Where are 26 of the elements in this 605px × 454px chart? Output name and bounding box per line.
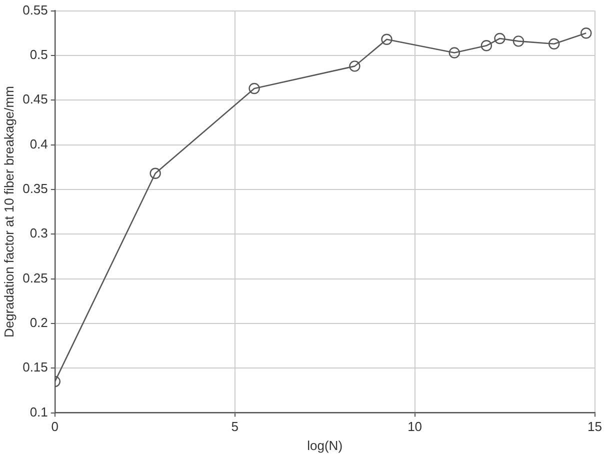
x-tick-label: 10 [408, 419, 422, 434]
point [548, 38, 560, 50]
y-axis-title: Degradation factor at 10 fiber breakage/mm [1, 86, 16, 338]
y-tick-label: 0.5 [30, 47, 48, 62]
x-tick-label: 0 [51, 419, 59, 434]
point [381, 34, 392, 45]
point [480, 40, 492, 52]
y-tick-label: 0.3 [30, 226, 48, 241]
point [512, 36, 524, 47]
y-tick-label: 0.55 [22, 2, 48, 18]
x-tick-label: 15 [588, 419, 602, 434]
point [248, 82, 260, 94]
y-tick-label: 0.25 [22, 270, 48, 286]
y-tick-label: 0.35 [22, 181, 48, 196]
y-tick-label: 0.45 [22, 92, 48, 107]
x-tick-label: 5 [231, 419, 238, 434]
point [150, 168, 161, 179]
point [349, 60, 360, 72]
y-tick-label: 0.1 [30, 404, 48, 420]
y-tick-label: 0.4 [30, 136, 48, 152]
point [448, 47, 460, 58]
x-axis-title: log(N) [307, 438, 343, 453]
point [580, 28, 592, 39]
point [494, 32, 506, 44]
y-tick-label: 0.15 [22, 360, 48, 375]
y-tick-label: 0.2 [30, 315, 48, 330]
